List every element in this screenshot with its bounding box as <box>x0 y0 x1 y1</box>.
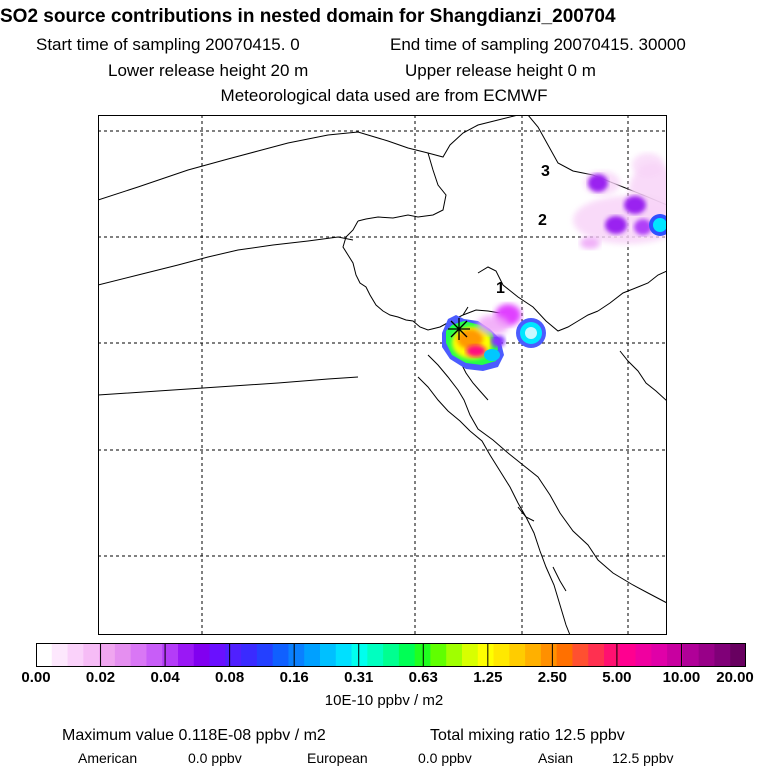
colorbar-swatch <box>698 643 716 667</box>
colorbar-swatch <box>462 643 479 667</box>
colorbar-swatch <box>667 643 684 667</box>
colorbar-swatch <box>572 643 589 667</box>
colorbar-tick-label: 0.08 <box>215 669 245 686</box>
coastlines-borders <box>98 115 667 635</box>
european-label: European <box>307 750 368 766</box>
asian-label: Asian <box>538 750 574 766</box>
colorbar-tick-label: 0.04 <box>150 669 180 686</box>
colorbar-swatch <box>398 643 416 667</box>
colorbar-swatch <box>193 643 211 667</box>
colorbar-swatch <box>272 643 290 667</box>
colorbar-units: 10E-10 ppbv / m2 <box>324 692 444 709</box>
colorbar-tick-label: 0.16 <box>279 669 309 686</box>
american-value: 0.0 ppbv <box>188 750 242 766</box>
colorbar-swatch <box>99 643 116 667</box>
map-label-1: 1 <box>496 280 505 297</box>
colorbar-swatch <box>114 643 132 667</box>
colorbar-swatch <box>540 643 558 667</box>
colorbar-tick-label: 10.00 <box>662 669 701 686</box>
colorbar-tick-label: 2.50 <box>537 669 567 686</box>
asian-value: 12.5 ppbv <box>612 750 674 766</box>
plume-2-purple-1 <box>605 216 627 234</box>
colorbar-swatch <box>509 643 526 667</box>
colorbar-swatch <box>730 643 746 667</box>
colorbar-swatch <box>67 643 84 667</box>
lower-release-height-label: Lower release height 20 m <box>108 61 309 80</box>
total-mixing-ratio-label: Total mixing ratio 12.5 ppbv <box>430 727 625 744</box>
colorbar-swatch <box>304 643 321 667</box>
european-value: 0.0 ppbv <box>418 750 472 766</box>
colorbar-swatch <box>430 643 447 667</box>
max-value-label: Maximum value 0.118E-08 ppbv / m2 <box>62 727 326 744</box>
map-label-3: 3 <box>541 163 550 180</box>
plot-title: SO2 source contributions in nested domai… <box>0 6 616 27</box>
colorbar-swatch <box>320 643 337 667</box>
colorbar-swatch <box>225 643 242 667</box>
colorbar-swatch <box>714 643 731 667</box>
colorbar-tick-label: 5.00 <box>602 669 632 686</box>
colorbar-swatch <box>51 643 69 667</box>
colorbar-swatch <box>556 643 574 667</box>
colorbar-tick-label: 0.00 <box>21 669 51 686</box>
colorbar-swatch <box>619 643 637 667</box>
colorbar-swatch <box>178 643 195 667</box>
colorbar-swatch <box>493 643 510 667</box>
plume-1-core <box>466 345 486 357</box>
colorbar-swatch <box>36 643 53 667</box>
colorbar-swatch <box>162 643 179 667</box>
colorbar-swatch <box>635 643 652 667</box>
plume-2-pink <box>580 237 600 249</box>
site-marker-icon <box>448 318 470 340</box>
plume-1-blue <box>484 349 500 361</box>
colorbar-swatch <box>288 643 305 667</box>
plume-1-purple <box>491 335 505 347</box>
colorbar-swatch <box>256 643 274 667</box>
met-data-label: Meteorological data used are from ECMWF <box>220 86 548 105</box>
colorbar-tick-label: 1.25 <box>473 669 503 686</box>
colorbar-swatch <box>146 643 163 667</box>
colorbar-swatch <box>604 643 621 667</box>
upper-release-height-label: Upper release height 0 m <box>405 61 596 80</box>
colorbar-swatch <box>446 643 463 667</box>
colorbar-tick-label: 0.02 <box>85 669 116 686</box>
map-frame <box>98 115 667 635</box>
plume-2-cyan <box>653 218 667 232</box>
colorbar-swatch <box>477 643 495 667</box>
plume-2-purple-3 <box>634 219 652 235</box>
colorbar-swatch <box>83 643 100 667</box>
colorbar-swatch <box>130 643 148 667</box>
colorbar-swatch <box>335 643 353 667</box>
plume-region-3 <box>584 153 664 195</box>
colorbar-swatch <box>651 643 668 667</box>
american-label: American <box>78 750 138 766</box>
plume-1b-inner <box>525 327 537 339</box>
plume-3-purple <box>588 174 608 192</box>
colorbar-swatch <box>367 643 384 667</box>
map-label-2: 2 <box>538 212 547 229</box>
colorbar-swatch <box>209 643 226 667</box>
colorbar <box>36 643 746 667</box>
plume-region-2 <box>573 163 667 249</box>
colorbar-tick-label: 20.00 <box>716 669 754 686</box>
end-time-label: End time of sampling 20070415. 30000 <box>390 35 686 54</box>
colorbar-swatch <box>588 643 605 667</box>
map-background <box>98 115 667 635</box>
plume-3-pink <box>632 153 664 177</box>
colorbar-tick-label: 0.31 <box>344 669 374 686</box>
colorbar-swatch <box>525 643 542 667</box>
colorbar-swatch <box>351 643 368 667</box>
plume-1-pink-tail <box>477 315 509 335</box>
map-panel: 1 2 3 <box>98 115 667 635</box>
colorbar-swatch <box>682 643 700 667</box>
start-time-label: Start time of sampling 20070415. 0 <box>36 35 300 54</box>
plume-2-purple-2 <box>624 196 646 214</box>
colorbar-tick-label: 0.63 <box>408 669 438 686</box>
colorbar-swatch <box>241 643 258 667</box>
colorbar-swatch <box>383 643 400 667</box>
